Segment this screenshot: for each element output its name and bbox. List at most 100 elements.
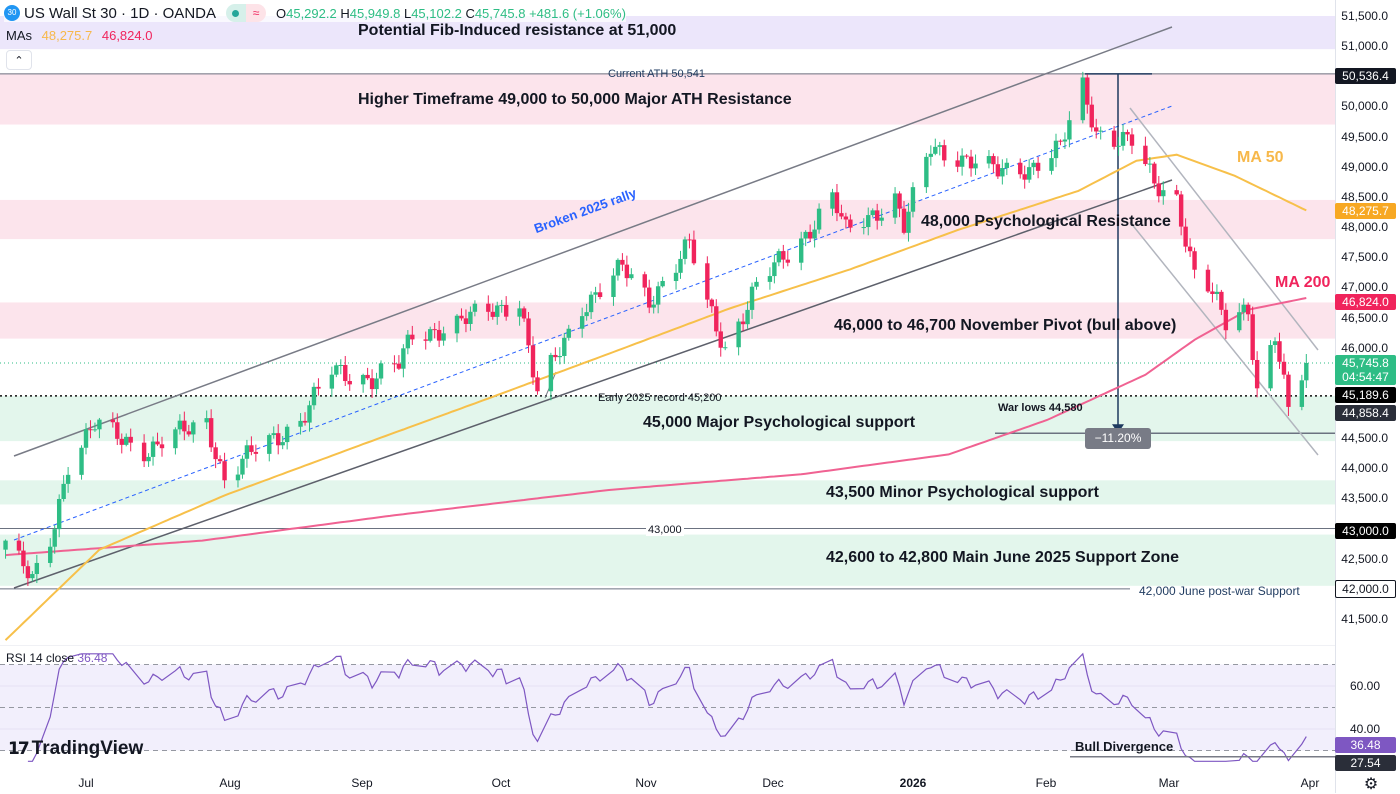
candle xyxy=(25,566,31,579)
candle xyxy=(65,474,71,484)
candle xyxy=(222,461,227,481)
legend-header: 30 US Wall St 30 · 1D · OANDA ≈ O45,292.… xyxy=(4,4,626,22)
candle xyxy=(128,436,133,443)
ma200-line xyxy=(5,297,1307,557)
candle xyxy=(754,281,759,287)
candle xyxy=(807,231,813,239)
ath-line-label: Current ATH 50,541 xyxy=(608,68,706,80)
candle xyxy=(30,574,35,579)
candle xyxy=(3,540,8,550)
candle xyxy=(830,192,835,209)
candle xyxy=(1161,190,1166,197)
price-tick: 51,500.0 xyxy=(1341,9,1388,23)
price-tick: 44,000.0 xyxy=(1341,461,1388,476)
symbol-badge: 30 xyxy=(4,5,20,21)
candle xyxy=(839,213,844,217)
record-line-label: Early 2025 record 45,200 xyxy=(598,392,722,404)
candle xyxy=(901,208,907,233)
candle xyxy=(615,259,621,276)
candle xyxy=(1246,304,1251,315)
line-42000-label: 42,000 June post-war Support xyxy=(1139,584,1300,598)
candle xyxy=(673,272,679,282)
candle xyxy=(1250,314,1255,361)
price-tick: 41,500.0 xyxy=(1341,612,1388,626)
candle xyxy=(1210,291,1215,294)
candle xyxy=(548,354,554,392)
candle xyxy=(495,305,500,317)
candle xyxy=(660,281,665,287)
candle xyxy=(432,329,437,331)
candle xyxy=(284,426,290,443)
channel-lower-line xyxy=(13,179,1173,589)
candle xyxy=(736,321,741,348)
candle xyxy=(1089,104,1094,128)
symbol-title[interactable]: US Wall St 30 · 1D · OANDA xyxy=(24,4,216,22)
ohlc-values: O45,292.2 H45,949.8 L45,102.2 C45,745.8 … xyxy=(275,5,626,21)
rsi-legend[interactable]: RSI 14 close 36.48 xyxy=(6,651,108,665)
candle xyxy=(799,238,804,263)
candle xyxy=(329,374,335,389)
price-chart[interactable] xyxy=(0,0,1335,645)
candle xyxy=(1120,131,1126,146)
ath-resistance-zone xyxy=(0,73,1335,125)
candle xyxy=(986,156,992,164)
candle xyxy=(1085,77,1090,105)
candle xyxy=(213,447,218,460)
price-label-ma50: 48,275.7 xyxy=(1335,203,1396,219)
candle xyxy=(490,311,495,317)
candle xyxy=(781,251,786,260)
candle xyxy=(879,217,884,221)
candle xyxy=(557,355,563,358)
candle xyxy=(48,546,53,563)
candle xyxy=(723,347,728,349)
candle xyxy=(1004,162,1010,169)
candle xyxy=(338,364,343,366)
candle xyxy=(866,215,871,228)
candle xyxy=(816,208,822,230)
candle xyxy=(396,363,402,369)
candle xyxy=(566,328,571,338)
candle xyxy=(302,420,308,423)
candle xyxy=(597,292,603,297)
candle xyxy=(870,210,875,216)
candle xyxy=(177,420,183,430)
bar-countdown: 04:54:47 xyxy=(1342,370,1389,384)
candle xyxy=(182,420,187,432)
candle xyxy=(204,418,209,423)
market-status-toggle[interactable]: ≈ xyxy=(225,4,266,22)
candle xyxy=(441,333,446,341)
bull-divergence-label: Bull Divergence xyxy=(1075,739,1174,754)
candle xyxy=(1205,269,1211,292)
tradingview-logo-icon: 𝟭𝟳 xyxy=(8,739,30,758)
time-tick: Nov xyxy=(635,776,657,790)
price-tick: 49,500.0 xyxy=(1341,129,1388,144)
candle xyxy=(718,331,723,348)
candle xyxy=(1080,77,1086,121)
candle xyxy=(906,211,911,233)
price-tick: 43,500.0 xyxy=(1341,491,1388,506)
candle xyxy=(146,456,151,462)
candle xyxy=(360,374,366,385)
candle xyxy=(1067,120,1072,140)
ma200-label: MA 200 xyxy=(1275,274,1331,291)
ma-legend[interactable]: MAs 48,275.7 46,824.0 xyxy=(6,28,153,43)
settings-gear-icon[interactable]: ⚙ xyxy=(1363,776,1379,793)
candle xyxy=(933,146,938,154)
ma50-line xyxy=(4,153,1307,641)
candle xyxy=(503,304,509,317)
candle xyxy=(812,229,817,239)
candle xyxy=(848,219,853,228)
time-tick: Mar xyxy=(1158,776,1180,790)
support-43500-zone xyxy=(0,480,1335,505)
price-tick: 46,500.0 xyxy=(1341,310,1388,325)
candle xyxy=(124,436,129,445)
candle xyxy=(1026,167,1032,180)
collapse-legend-button[interactable]: ⌃ xyxy=(6,50,32,70)
measure-percent-badge: −11.20% xyxy=(1085,428,1151,449)
tradingview-logo[interactable]: 𝟭𝟳 TradingView xyxy=(8,738,144,759)
candle xyxy=(217,459,223,462)
last-price-label: 45,745.8 04:54:47 xyxy=(1335,355,1396,385)
candle xyxy=(401,348,406,369)
candle xyxy=(553,354,558,358)
rsi-chart[interactable] xyxy=(0,645,1335,775)
